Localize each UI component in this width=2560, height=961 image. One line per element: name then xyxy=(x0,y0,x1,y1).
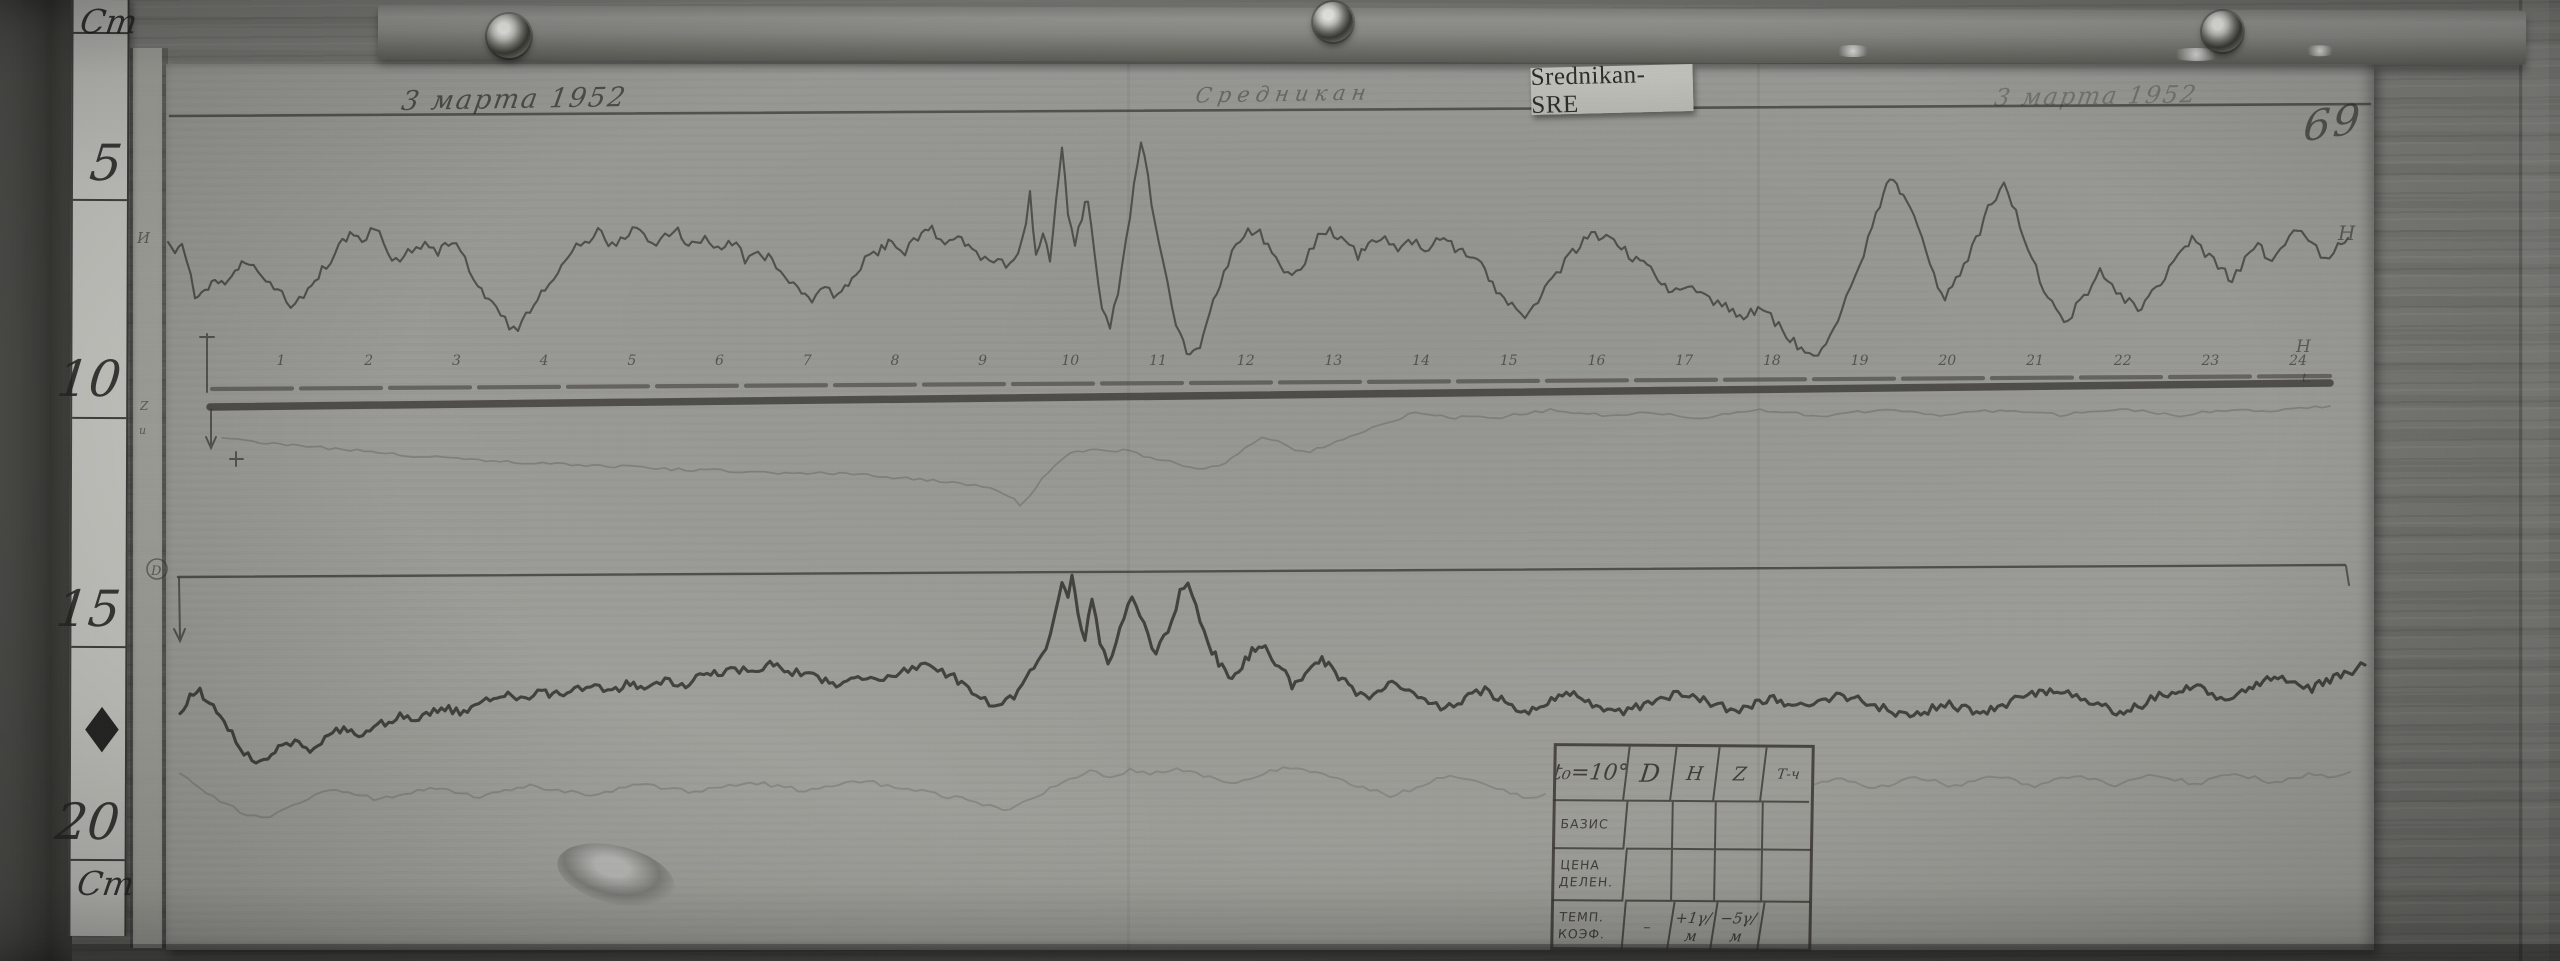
rod-start-hook xyxy=(205,408,244,467)
table-header-T4: Т-ч xyxy=(1760,747,1816,803)
margin-mark: И xyxy=(136,229,151,247)
top-rule-line xyxy=(168,102,2372,118)
bar-glint xyxy=(1832,44,1873,58)
bar-glint xyxy=(2302,45,2337,57)
trace-bottom-faint xyxy=(179,766,1546,819)
table-cell xyxy=(1762,850,1811,903)
hour-label: 23 xyxy=(2200,353,2219,369)
hour-label: 9 xyxy=(978,353,987,369)
screw-icon xyxy=(1313,2,1353,42)
margin-mark: t. xyxy=(2302,371,2311,385)
margin-mark: H xyxy=(2337,221,2356,245)
hour-label: 5 xyxy=(627,353,636,369)
table-cell-value xyxy=(1758,903,1814,953)
table-header-H: H xyxy=(1670,746,1721,803)
axis-start-hook xyxy=(199,333,215,393)
handwritten-sheet-number: 69 xyxy=(2302,93,2364,152)
hour-label: 4 xyxy=(539,353,549,369)
table-cell xyxy=(1672,801,1717,851)
handwritten-station-name: Средникан xyxy=(1193,80,1374,108)
table-row-label-cena: ЦЕНА ДЕЛЕН. xyxy=(1552,849,1628,902)
handwritten-date-left: 3 марта 1952 xyxy=(399,82,630,117)
hour-label: 15 xyxy=(1500,353,1518,369)
table-cell xyxy=(1762,802,1812,851)
timescale-rod-line xyxy=(206,379,2334,411)
table-cell-value: – xyxy=(1620,901,1676,952)
hour-label: 6 xyxy=(715,353,724,369)
plank-highlight xyxy=(2523,0,2549,961)
table-cell-value: −5γ/м xyxy=(1710,902,1766,953)
hour-label: 8 xyxy=(890,353,899,369)
hour-label: 22 xyxy=(2113,353,2132,369)
hour-label: 13 xyxy=(1324,353,1342,369)
trace-middle-faint xyxy=(221,405,2331,507)
plank-seam xyxy=(2519,0,2522,961)
hour-label: 14 xyxy=(1412,353,1430,369)
table-header-D: D xyxy=(1623,746,1678,802)
hour-label: 20 xyxy=(1937,353,1956,369)
station-plaque-label: Srednikan-SRE xyxy=(1530,60,1646,119)
hour-label: 19 xyxy=(1851,353,1869,369)
hour-label: 12 xyxy=(1237,353,1255,369)
table-header-temp: t₀=10° xyxy=(1552,746,1631,802)
margin-mark: H xyxy=(2295,337,2312,357)
baseline-hooks xyxy=(173,565,2350,644)
table-header-Z: Z xyxy=(1713,747,1768,803)
hour-label: 3 xyxy=(452,353,461,369)
paper-bottom-shadow xyxy=(72,944,2560,961)
hour-label: 18 xyxy=(1763,353,1781,369)
paper-seam xyxy=(1757,64,1760,950)
table-cell xyxy=(1715,850,1763,903)
hour-label: 1 xyxy=(277,353,286,369)
timescale-dashed-line xyxy=(209,373,2333,392)
hour-label: 16 xyxy=(1588,353,1606,369)
margin-mark: D xyxy=(150,564,162,579)
hour-label: 17 xyxy=(1675,353,1693,369)
middle-baseline xyxy=(176,563,2347,579)
trace-top xyxy=(166,141,2350,357)
trace-bottom xyxy=(178,573,2367,765)
margin-mark: и xyxy=(139,424,146,437)
margin-mark: Z xyxy=(139,399,149,413)
table-cell xyxy=(1715,802,1764,851)
hour-label: 11 xyxy=(1149,353,1167,369)
trace-bottom-faint xyxy=(1814,771,2351,789)
station-plaque: Srednikan-SRE xyxy=(1530,61,1694,118)
handwritten-date-right: 3 марта 1952 xyxy=(1992,80,2200,112)
margin-mark-circle xyxy=(146,558,168,580)
hour-label: 24 xyxy=(2288,353,2307,369)
chart-paper xyxy=(166,64,2374,950)
screw-icon xyxy=(487,14,531,58)
hour-label: 21 xyxy=(2025,353,2044,369)
paper-seam xyxy=(1127,64,1130,950)
table-cell xyxy=(1672,849,1716,903)
hour-label: 2 xyxy=(363,353,373,369)
screw-icon xyxy=(2202,11,2243,52)
calibration-table: t₀=10° D H Z Т-ч БАЗИС ЦЕНА ДЕЛЕН. ТЕМП.… xyxy=(1550,743,1816,953)
table-cell xyxy=(1625,849,1673,902)
hour-label: 10 xyxy=(1061,353,1079,369)
wood-left-dark-edge xyxy=(0,0,72,961)
plexiglass-edge xyxy=(130,48,168,948)
table-row-label-temp: ТЕМП. КОЭФ. xyxy=(1551,901,1627,952)
table-row-label-bazis: БАЗИС xyxy=(1553,801,1629,850)
hour-label: 7 xyxy=(803,353,812,369)
table-cell xyxy=(1625,801,1674,850)
